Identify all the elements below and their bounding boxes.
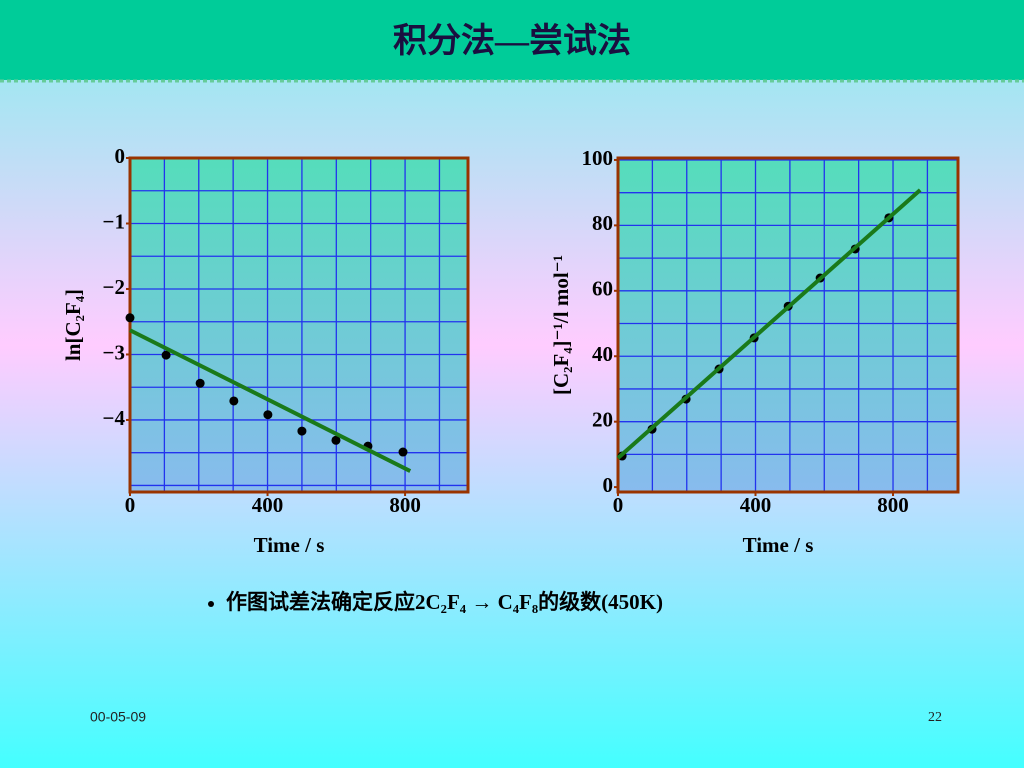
data-point bbox=[229, 396, 239, 406]
fit-line bbox=[616, 188, 922, 460]
y-tick-label: −4 bbox=[103, 406, 126, 430]
y-tick-label: −2 bbox=[103, 275, 125, 299]
y-tick-label: 100 bbox=[582, 146, 614, 170]
x-tick-label: 400 bbox=[252, 493, 284, 517]
y-tick-label: 80 bbox=[592, 211, 613, 235]
y-tick-label: 20 bbox=[592, 407, 613, 431]
y-tick-label: −3 bbox=[103, 340, 125, 364]
plot-frame bbox=[616, 156, 960, 494]
x-axis-label: Time / s bbox=[743, 533, 814, 557]
y-tick-label: 0 bbox=[115, 144, 126, 168]
data-point bbox=[297, 426, 307, 436]
data-point bbox=[161, 350, 171, 360]
plot-frame bbox=[128, 156, 470, 494]
data-point bbox=[398, 447, 408, 457]
x-axis-label: Time / s bbox=[254, 533, 325, 557]
y-tick-label: −1 bbox=[103, 209, 125, 233]
slide-title: 积分法—尝试法 bbox=[393, 22, 631, 60]
y-axis-label: [C₂F₄]⁻¹/l mol⁻¹ bbox=[549, 255, 573, 395]
x-tick-label: 800 bbox=[877, 493, 909, 517]
y-tick-label: 0 bbox=[603, 473, 614, 497]
x-tick-label: 0 bbox=[613, 493, 624, 517]
data-point bbox=[195, 378, 205, 388]
plot-area bbox=[618, 158, 958, 492]
footer-date: 00-05-09 bbox=[90, 709, 146, 725]
data-point bbox=[125, 313, 135, 323]
header-band bbox=[0, 0, 1024, 80]
y-tick-label: 60 bbox=[592, 277, 613, 301]
bullet bbox=[208, 601, 214, 607]
y-tick-label: 40 bbox=[592, 342, 613, 366]
plot-area bbox=[130, 158, 468, 492]
data-point bbox=[263, 410, 273, 420]
x-tick-label: 800 bbox=[389, 493, 421, 517]
data-point bbox=[331, 435, 341, 445]
caption: 作图试差法确定反应2C₂F₄ → C₄F₈的级数(450K) bbox=[226, 590, 663, 614]
x-tick-label: 0 bbox=[125, 493, 136, 517]
y-axis-label: ln[C₂F₄] bbox=[61, 289, 85, 361]
x-tick-label: 400 bbox=[740, 493, 772, 517]
page-number: 22 bbox=[928, 710, 942, 725]
fit-line bbox=[129, 328, 412, 473]
